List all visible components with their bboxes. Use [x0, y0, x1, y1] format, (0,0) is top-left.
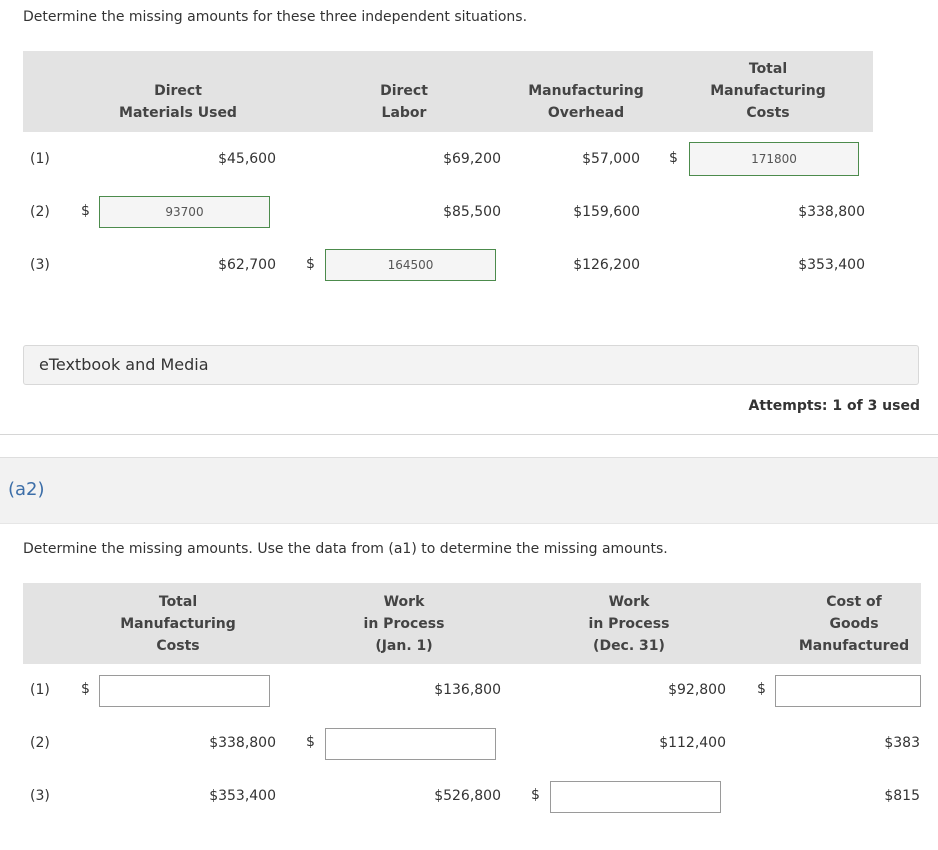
- a2-row-2-total-manufacturing-costs: $338,800: [209, 735, 276, 751]
- a2-row-1-wip-dec: $92,800: [668, 682, 726, 698]
- a2-row-1-label: (1): [30, 682, 50, 698]
- a2-row-2-wip-dec: $112,400: [659, 735, 726, 751]
- a1-row-1-dollar-sign: $: [669, 150, 678, 166]
- a2-table-header: [23, 583, 921, 664]
- a2-header-wip-jan: Work in Process (Jan. 1): [363, 594, 445, 654]
- a2-row-2-wip-jan-input[interactable]: [325, 728, 496, 760]
- a1-row-3-total-manufacturing-costs: $353,400: [798, 257, 865, 273]
- a2-row-1-wip-jan: $136,800: [434, 682, 501, 698]
- a2-part-label: (a2): [8, 479, 45, 500]
- a1-row-1-direct-labor: $69,200: [443, 151, 501, 167]
- a1-table-header: [23, 51, 873, 132]
- a2-row-3-dollar-sign: $: [531, 787, 540, 803]
- a2-row-2-dollar-sign: $: [306, 734, 315, 750]
- a2-row-3-wip-jan: $526,800: [434, 788, 501, 804]
- a1-row-3-label: (3): [30, 257, 50, 273]
- a1-row-2-direct-materials-input[interactable]: [99, 196, 270, 228]
- a2-row-2-cost-of-goods-manufactured: $383: [884, 735, 920, 751]
- a2-row-3-total-manufacturing-costs: $353,400: [209, 788, 276, 804]
- a1-row-2-direct-labor: $85,500: [443, 204, 501, 220]
- a1-row-2-dollar-sign: $: [81, 203, 90, 219]
- etextbook-and-media-link[interactable]: eTextbook and Media: [23, 345, 919, 385]
- a2-part-header-band: [0, 457, 938, 524]
- a1-row-3-direct-labor-input[interactable]: [325, 249, 496, 281]
- a2-header-cost-of-goods-manufactured: Cost of Goods Manufactured: [798, 594, 910, 654]
- attempts-counter: Attempts: 1 of 3 used: [748, 398, 920, 414]
- a1-row-1-direct-materials: $45,600: [218, 151, 276, 167]
- a1-instruction: Determine the missing amounts for these …: [23, 9, 528, 25]
- a2-row-1-total-manufacturing-costs-input[interactable]: [99, 675, 270, 707]
- a1-row-3-direct-materials: $62,700: [218, 257, 276, 273]
- a1-row-2-total-manufacturing-costs: $338,800: [798, 204, 865, 220]
- a1-row-3-manufacturing-overhead: $126,200: [573, 257, 640, 273]
- a1-header-direct-materials: Direct Materials Used: [119, 83, 237, 121]
- a1-row-2-manufacturing-overhead: $159,600: [573, 204, 640, 220]
- a1-header-manufacturing-overhead: Manufacturing Overhead: [528, 83, 644, 121]
- a2-row-1-cogm-dollar-sign: $: [757, 681, 766, 697]
- a2-row-2-label: (2): [30, 735, 50, 751]
- a1-row-1-manufacturing-overhead: $57,000: [582, 151, 640, 167]
- a2-row-3-label: (3): [30, 788, 50, 804]
- a1-header-direct-labor: Direct Labor: [380, 83, 428, 121]
- a2-row-1-cost-of-goods-manufactured-input[interactable]: [775, 675, 921, 707]
- a1-row-1-total-manufacturing-costs-input[interactable]: [689, 142, 859, 176]
- a1-row-3-dollar-sign: $: [306, 256, 315, 272]
- a1-row-2-label: (2): [30, 204, 50, 220]
- section-divider: [0, 434, 938, 435]
- a2-header-wip-dec: Work in Process (Dec. 31): [588, 594, 670, 654]
- a1-header-total-manufacturing-costs: Total Manufacturing Costs: [710, 61, 826, 121]
- a2-header-total-manufacturing-costs: Total Manufacturing Costs: [120, 594, 236, 654]
- a2-instruction: Determine the missing amounts. Use the d…: [23, 541, 668, 557]
- a2-row-1-dollar-sign: $: [81, 681, 90, 697]
- a2-row-3-cost-of-goods-manufactured: $815: [884, 788, 920, 804]
- a2-row-3-wip-dec-input[interactable]: [550, 781, 721, 813]
- a1-row-1-label: (1): [30, 151, 50, 167]
